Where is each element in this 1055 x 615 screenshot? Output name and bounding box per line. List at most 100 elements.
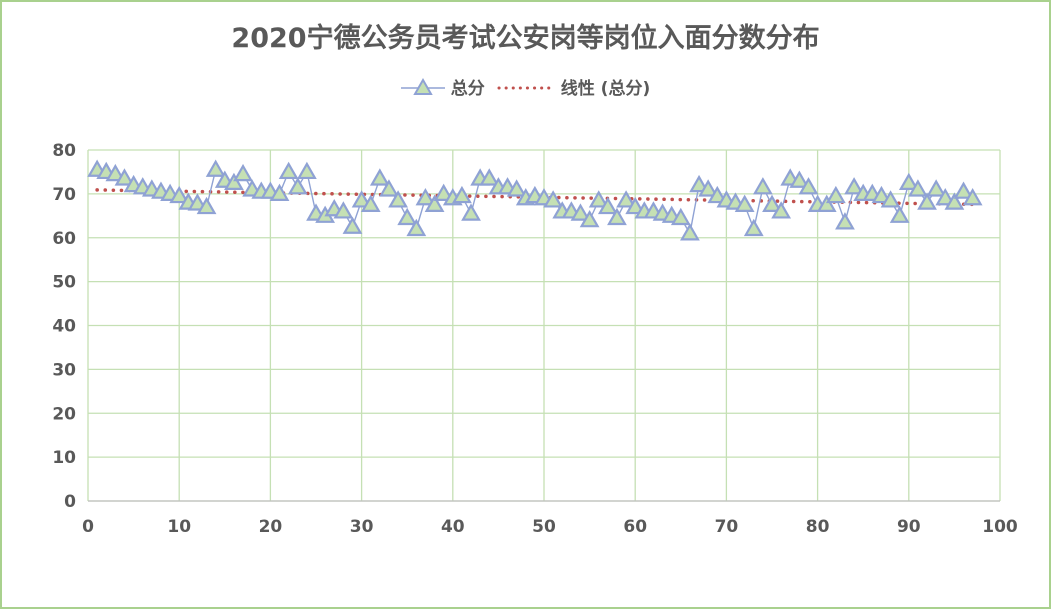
x-tick: 0 bbox=[82, 517, 94, 537]
data-point bbox=[880, 190, 901, 208]
x-tick-label: 30 bbox=[350, 517, 374, 537]
y-tick: 60 bbox=[52, 229, 76, 249]
data-point bbox=[871, 185, 892, 204]
y-tick: 80 bbox=[52, 141, 76, 161]
x-tick: 100 bbox=[982, 517, 1018, 537]
data-point bbox=[698, 179, 719, 197]
data-point bbox=[762, 194, 782, 212]
y-tick: 70 bbox=[52, 185, 76, 205]
x-tick-label: 80 bbox=[806, 517, 830, 537]
data-point bbox=[269, 183, 290, 201]
y-tick-label: 80 bbox=[52, 141, 76, 161]
x-tick-label: 70 bbox=[715, 517, 739, 537]
data-point bbox=[743, 218, 764, 237]
data-point bbox=[415, 188, 436, 206]
data-point bbox=[360, 194, 381, 212]
legend-item-series: 总分 bbox=[400, 74, 485, 99]
y-tick-label: 0 bbox=[64, 492, 76, 512]
data-point bbox=[734, 194, 755, 212]
x-tick: 40 bbox=[441, 517, 465, 537]
x-tick-label: 100 bbox=[982, 517, 1018, 537]
data-point bbox=[680, 223, 700, 241]
legend-trendline-label: 线性 (总分) bbox=[560, 79, 651, 99]
data-point bbox=[169, 185, 190, 204]
data-point bbox=[771, 201, 792, 219]
x-tick: 70 bbox=[715, 517, 739, 537]
data-point bbox=[388, 190, 408, 208]
x-tick: 60 bbox=[623, 517, 647, 537]
y-tick-label: 10 bbox=[52, 448, 76, 468]
data-point bbox=[351, 190, 372, 208]
y-tick-label: 50 bbox=[52, 273, 76, 293]
data-point bbox=[825, 185, 846, 204]
data-point bbox=[452, 185, 472, 204]
data-point bbox=[798, 177, 819, 195]
data-point bbox=[224, 172, 244, 191]
x-tick: 50 bbox=[532, 517, 556, 537]
x-tick: 80 bbox=[806, 517, 830, 537]
x-tick: 90 bbox=[897, 517, 921, 537]
data-point bbox=[844, 177, 864, 195]
data-point bbox=[953, 181, 974, 199]
data-point bbox=[889, 205, 910, 223]
x-tick-label: 0 bbox=[82, 517, 94, 537]
y-tick-label: 40 bbox=[52, 317, 76, 337]
legend-trendline-icon bbox=[497, 86, 555, 89]
data-point bbox=[607, 207, 627, 226]
data-point bbox=[570, 203, 591, 221]
x-tick-label: 60 bbox=[623, 517, 647, 537]
y-tick: 30 bbox=[52, 360, 76, 380]
data-point bbox=[835, 212, 855, 230]
data-point bbox=[105, 163, 126, 182]
data-point bbox=[205, 159, 226, 177]
y-tick-label: 70 bbox=[52, 185, 76, 205]
y-tick-label: 60 bbox=[52, 229, 76, 249]
data-point bbox=[789, 170, 810, 188]
x-tick: 20 bbox=[259, 517, 283, 537]
legend-series-label: 总分 bbox=[450, 79, 485, 99]
data-point bbox=[597, 196, 618, 215]
data-point bbox=[707, 185, 728, 204]
y-tick: 10 bbox=[52, 448, 76, 468]
data-point bbox=[543, 190, 564, 208]
data-point bbox=[935, 188, 956, 206]
data-point bbox=[670, 207, 691, 226]
data-point bbox=[196, 196, 217, 215]
y-tick: 20 bbox=[52, 404, 76, 424]
y-tick: 40 bbox=[52, 317, 76, 337]
data-point bbox=[296, 161, 317, 180]
y-tick-label: 30 bbox=[52, 360, 76, 380]
data-point bbox=[342, 216, 363, 234]
data-point bbox=[506, 179, 527, 197]
data-point bbox=[433, 183, 454, 201]
data-point bbox=[908, 179, 928, 197]
data-point bbox=[816, 194, 837, 212]
data-point bbox=[752, 177, 773, 195]
x-tick-label: 40 bbox=[441, 517, 465, 537]
chart-title: 2020宁德公务员考试公安岗等岗位入面分数分布 bbox=[231, 23, 820, 54]
data-point bbox=[114, 168, 135, 186]
data-point bbox=[579, 209, 600, 228]
data-point bbox=[406, 218, 427, 237]
data-point bbox=[479, 168, 500, 186]
data-point bbox=[369, 168, 390, 186]
data-point bbox=[588, 190, 609, 208]
x-tick-label: 10 bbox=[167, 517, 191, 537]
x-tick-label: 50 bbox=[532, 517, 556, 537]
x-tick-label: 20 bbox=[259, 517, 283, 537]
x-tick-label: 90 bbox=[897, 517, 921, 537]
data-point bbox=[461, 203, 481, 221]
data-point bbox=[926, 179, 947, 197]
y-tick: 0 bbox=[64, 492, 76, 512]
data-point bbox=[287, 177, 308, 195]
data-point bbox=[233, 163, 253, 182]
legend-series-icon bbox=[400, 77, 445, 95]
data-point bbox=[689, 174, 709, 193]
data-point bbox=[616, 190, 636, 208]
data-point bbox=[625, 196, 646, 215]
series-total bbox=[87, 159, 983, 241]
data-point bbox=[379, 179, 399, 197]
data-point bbox=[944, 192, 965, 210]
